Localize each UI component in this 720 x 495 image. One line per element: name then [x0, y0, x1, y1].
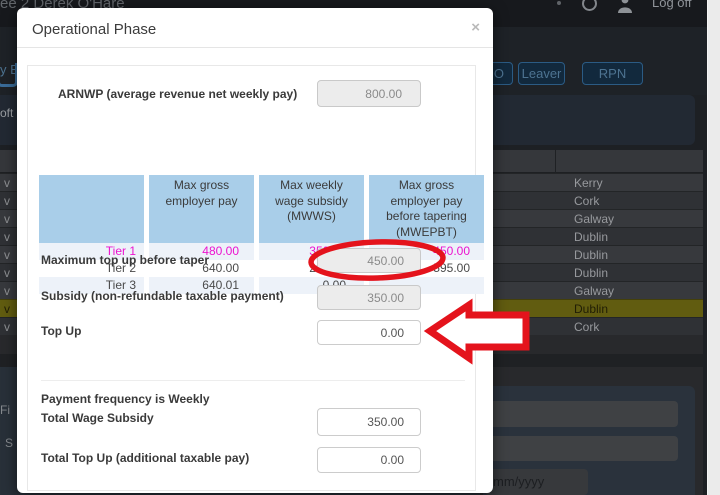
- leaver-button[interactable]: Leaver: [518, 62, 565, 85]
- total-top-up-field[interactable]: [317, 447, 421, 473]
- total-wage-subsidy-field[interactable]: [317, 408, 421, 436]
- date-input[interactable]: mm/yyyy: [485, 469, 588, 495]
- tier2-label: Tier 2: [105, 261, 136, 275]
- max-gross-employer-pay-header: Max gross employer pay: [149, 175, 254, 243]
- total-top-up-label: Total Top Up (additional taxable pay): [41, 451, 250, 465]
- form-label-fragment: Fi: [0, 403, 10, 417]
- tier-label-header: [39, 175, 144, 243]
- background-form-panel: mm/yyyy: [483, 386, 695, 495]
- dialog-content-box: ARNWP (average revenue net weekly pay) M…: [27, 65, 484, 491]
- row-fragment: v: [4, 212, 10, 226]
- row-fragment: v: [4, 266, 10, 280]
- section-divider: [41, 380, 465, 381]
- tier1-max-gross: 480.00: [149, 243, 254, 260]
- user-icon[interactable]: [617, 0, 633, 13]
- cost-centre-cell: Dublin: [574, 266, 609, 280]
- close-icon[interactable]: ×: [471, 19, 480, 36]
- tier1-label: Tier 1: [39, 243, 144, 260]
- row-fragment: v: [4, 320, 10, 334]
- dialog-title: Operational Phase: [32, 21, 157, 38]
- page-right-gutter: [707, 0, 720, 495]
- status-dot: [557, 1, 561, 5]
- top-up-field[interactable]: [317, 320, 421, 345]
- tier3-label: Tier 3: [39, 277, 144, 294]
- background-input[interactable]: [485, 436, 678, 461]
- max-gross-before-tapering-header: Max gross employer pay before tapering (…: [369, 175, 484, 243]
- tier-table: Max gross employer pay Max weekly wage s…: [39, 175, 484, 294]
- row-fragment: v: [4, 284, 10, 298]
- cost-centre-cell: Cork: [574, 194, 600, 208]
- subsidy-field[interactable]: [317, 285, 421, 310]
- cost-centre-cell: Dublin: [574, 302, 609, 316]
- operational-phase-dialog: Operational Phase × ARNWP (average reven…: [17, 8, 493, 493]
- row-fragment: v: [4, 248, 10, 262]
- sidebar-text-fragment: oft: [0, 106, 14, 120]
- subsidy-label: Subsidy (non-refundable taxable payment): [41, 289, 284, 303]
- row-fragment: v: [4, 230, 10, 244]
- cost-centre-cell: Galway: [574, 284, 615, 298]
- column-divider: [555, 150, 556, 173]
- cost-centre-cell: Dublin: [574, 230, 609, 244]
- max-weekly-wage-subsidy-header: Max weekly wage subsidy (MWWS): [259, 175, 364, 243]
- background-input[interactable]: [485, 401, 678, 427]
- arnwp-field[interactable]: [317, 80, 421, 107]
- cost-centre-cell: Cork: [574, 320, 600, 334]
- payment-frequency-note: Payment frequency is Weekly: [41, 392, 210, 406]
- tier2-max-gross: 640.00: [202, 261, 239, 275]
- max-top-up-label: Maximum top up before taper: [41, 253, 210, 267]
- arnwp-label: ARNWP (average revenue net weekly pay): [58, 87, 298, 101]
- form-label-fragment: S: [5, 436, 14, 450]
- help-icon[interactable]: [582, 0, 597, 11]
- top-up-label: Top Up: [41, 324, 82, 338]
- cost-centre-cell: Dublin: [574, 248, 609, 262]
- row-fragment: v: [4, 176, 10, 190]
- rpn-button[interactable]: RPN: [582, 62, 643, 85]
- log-off-link[interactable]: Log off: [652, 0, 692, 10]
- cost-centre-cell: Galway: [574, 212, 615, 226]
- date-placeholder: mm/yyyy: [493, 474, 545, 489]
- row-fragment: v: [4, 194, 10, 208]
- cost-centre-cell: Kerry: [574, 176, 603, 190]
- toolbar-icon-fragment: [0, 63, 18, 87]
- max-top-up-field[interactable]: [317, 248, 421, 273]
- dialog-header-divider: [17, 47, 493, 48]
- total-wage-subsidy-label: Total Wage Subsidy: [41, 411, 154, 425]
- row-fragment: v: [4, 302, 10, 316]
- tier3-max-gross: 640.01: [149, 277, 254, 294]
